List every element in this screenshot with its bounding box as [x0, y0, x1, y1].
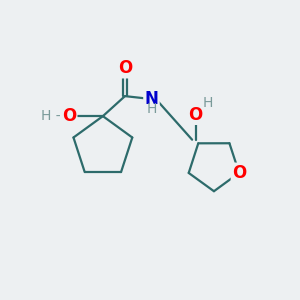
Text: O: O: [118, 59, 132, 77]
Text: H: H: [147, 102, 157, 116]
Text: O: O: [232, 164, 246, 182]
Text: O: O: [188, 106, 203, 124]
Text: H -: H -: [41, 109, 61, 123]
Text: O: O: [62, 107, 76, 125]
Text: N: N: [145, 90, 158, 108]
Text: H: H: [202, 96, 213, 110]
